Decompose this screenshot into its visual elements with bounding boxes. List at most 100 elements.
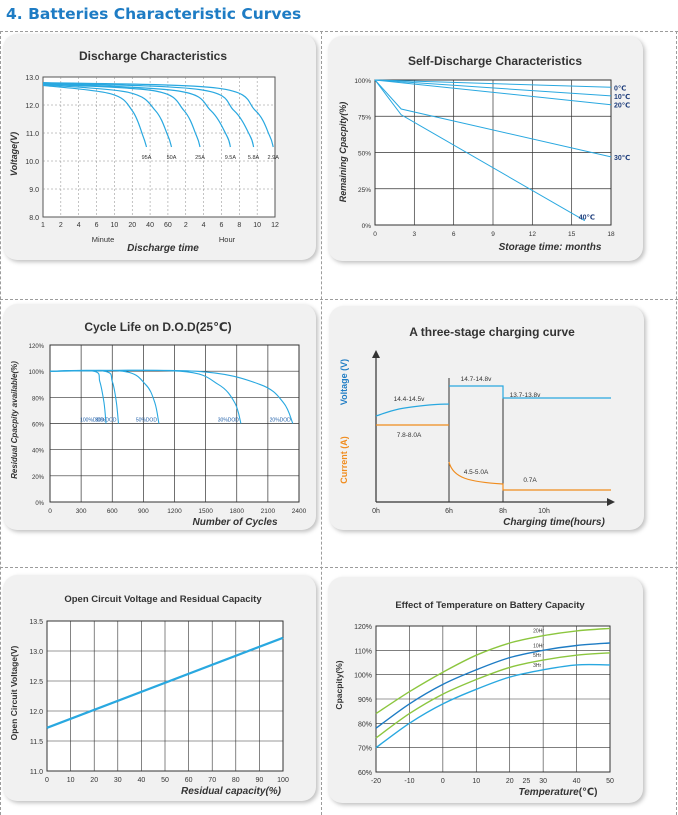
x-tick-label: 70 <box>208 777 216 784</box>
y-tick-label: 25% <box>358 187 371 194</box>
annotation: 14.7-14.8v <box>461 376 492 383</box>
chart-title: A three-stage charging curve <box>409 325 575 339</box>
x-tick-label: 10 <box>472 778 480 785</box>
cycle-life-chart: Cycle Life on D.O.D(25℃) 0% 20% 40% 60% 80% 1… <box>10 320 307 528</box>
x-tick-label: 8 <box>237 222 241 229</box>
y-tick-label: 12.5 <box>29 679 43 686</box>
cycle-life-chart-panel: Cycle Life on D.O.D(25℃) 0% 20% 40% 60% 80% 1… <box>3 304 316 530</box>
x-axis-label: Residual capacity(%) <box>181 786 282 797</box>
temperature-chart: Effect of Temperature on Battery Capacit… <box>334 600 614 798</box>
x-tick-label: 0 <box>45 777 49 784</box>
y-tick-label: 13.0 <box>25 75 39 82</box>
series-line <box>375 642 611 729</box>
x-tick-label: 600 <box>107 508 118 515</box>
x-tick-label: 50 <box>161 777 169 784</box>
y-tick-label: 8.0 <box>29 215 39 222</box>
y-tick-label: 12.0 <box>25 103 39 110</box>
y-tick-label: 60% <box>358 770 372 777</box>
series-label: 50A <box>167 155 177 161</box>
y-tick-label: 80% <box>358 721 372 728</box>
chart-title: Open Circuit Voltage and Residual Capaci… <box>64 594 262 605</box>
series-line <box>42 82 274 148</box>
y-tick-label: 110% <box>355 648 372 655</box>
x-axis-label: Number of Cycles <box>192 517 277 528</box>
x-tick-label: 0h <box>372 508 380 515</box>
discharge-chart: Discharge Characteristics 8.0 9.0 10.0 11.0… <box>9 49 279 254</box>
x-tick-label: 300 <box>76 508 87 515</box>
y-tick-label: 50% <box>358 151 371 158</box>
x-tick-label: 6 <box>95 222 99 229</box>
y-tick-label: 120% <box>354 624 372 631</box>
series-line <box>42 82 255 148</box>
x-tick-label: 20 <box>506 778 514 785</box>
y-tick-label: 100% <box>29 370 45 376</box>
x-tick-label: 100 <box>277 777 289 784</box>
discharge-chart-panel: Discharge Characteristics 8.0 9.0 10.0 11.0… <box>3 34 316 260</box>
y-axis-label: Open Circuit Voltage(V) <box>9 645 19 740</box>
series-line <box>374 79 612 158</box>
y-tick-label: 120% <box>29 344 45 350</box>
x-tick-label: 40 <box>573 778 581 785</box>
x-axis-label: Discharge time <box>127 243 199 254</box>
series-label: 20Hr <box>533 629 544 635</box>
series-label: 3Hr <box>533 663 541 669</box>
x-tick-label: 12 <box>529 231 537 238</box>
x-tick-label: 90 <box>256 777 264 784</box>
x-tick-label: 50 <box>606 778 614 785</box>
x-unit-minute: Minute <box>92 235 115 244</box>
annotation: 0.7A <box>523 477 537 484</box>
x-tick-label: 15 <box>568 231 576 238</box>
chart-title: Effect of Temperature on Battery Capacit… <box>395 600 585 611</box>
chart-title: Cycle Life on D.O.D(25℃) <box>84 320 231 334</box>
y-axis-label-current: Current (A) <box>339 436 349 484</box>
x-tick-label: 10 <box>253 222 261 229</box>
x-tick-label: 4 <box>77 222 81 229</box>
x-tick-label: 1200 <box>167 508 182 515</box>
charging-curve-chart: A three-stage charging curve 0h 6h 8h 10h 14… <box>339 325 615 528</box>
series-label: 80%DOD <box>95 418 117 424</box>
series-line <box>374 79 612 88</box>
frame-line <box>0 567 678 568</box>
ocv-chart-panel: Open Circuit Voltage and Residual Capaci… <box>3 575 316 801</box>
x-axis-arrow <box>607 498 615 506</box>
x-tick-label: 0 <box>441 778 445 785</box>
x-tick-label: 3 <box>413 231 417 238</box>
x-tick-label: 0 <box>48 508 52 515</box>
x-tick-label: 60 <box>164 222 172 229</box>
series-line <box>42 83 201 148</box>
y-axis-label: Cpacpity(%) <box>334 660 344 709</box>
x-tick-label: 4 <box>202 222 206 229</box>
annotation: 13.7-13.8v <box>510 392 541 399</box>
y-tick-label: 9.0 <box>29 187 39 194</box>
frame-line <box>0 31 678 32</box>
annotation: 7.8-8.0A <box>397 432 422 439</box>
x-unit-hour: Hour <box>219 235 236 244</box>
series-label: 40℃ <box>579 214 595 222</box>
x-tick-label: 1 <box>41 222 45 229</box>
x-tick-label: 1500 <box>198 508 213 515</box>
x-tick-label: 30 <box>539 778 547 785</box>
x-tick-label: 80 <box>232 777 240 784</box>
x-tick-label: 1800 <box>230 508 245 515</box>
y-axis-label: Residual Cpacpity available(%) <box>10 361 19 479</box>
x-tick-label: 40 <box>146 222 154 229</box>
y-tick-label: 12.0 <box>29 709 43 716</box>
series-line <box>42 84 173 148</box>
x-tick-label: 12 <box>271 222 279 229</box>
x-tick-label: 2 <box>184 222 188 229</box>
x-tick-label: 60 <box>185 777 193 784</box>
x-tick-label: 2400 <box>292 508 307 515</box>
series-line <box>375 663 611 749</box>
series-label: 50%DOD <box>136 418 158 424</box>
y-tick-label: 75% <box>358 114 371 121</box>
x-axis-label-unit: (℃) <box>579 787 598 798</box>
x-tick-label: 10 <box>110 222 118 229</box>
series-label: 30%DOD <box>218 418 240 424</box>
voltage-line <box>449 385 611 399</box>
x-tick-label: -10 <box>404 778 414 785</box>
x-axis-label-text: Temperature <box>519 787 580 798</box>
series-label: 20℃ <box>614 102 630 110</box>
annotation: 4.5-5.0A <box>464 469 489 476</box>
y-tick-label: 11.5 <box>30 739 43 746</box>
x-tick-label: 30 <box>114 777 122 784</box>
